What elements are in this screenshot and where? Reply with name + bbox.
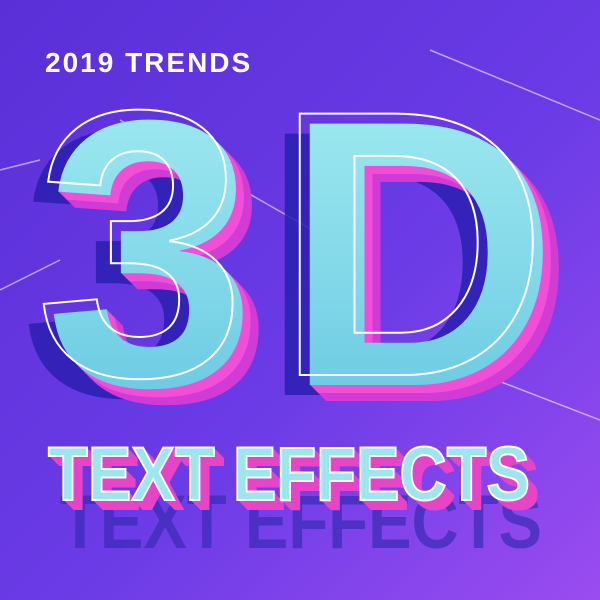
headline-extrusion: 3D — [52, 48, 594, 473]
headline-extrusion: 3D — [58, 54, 600, 479]
headline-face: 3D — [45, 41, 587, 466]
decor-line — [469, 369, 600, 421]
headline-extrusion: 3D — [47, 43, 589, 468]
decor-line — [0, 259, 61, 291]
headline-extrusion: 3D — [53, 49, 595, 474]
headline-extrusion: 3D — [61, 57, 600, 482]
headline-extrusion: 3D — [49, 45, 591, 470]
tagline-extrusion: TEXT EFFECTS — [53, 437, 535, 522]
headline-extrusion: 3D — [54, 50, 596, 475]
headline-extrusion: 3D — [57, 53, 599, 478]
headline-extrusion: 3D — [60, 56, 600, 481]
headline-extrusion: 3D — [56, 52, 598, 477]
decor-line — [0, 159, 41, 171]
tagline-extrusion: TEXT EFFECTS — [55, 439, 537, 524]
tagline-extrusion: TEXT EFFECTS — [52, 436, 534, 521]
tagline-extrusion: TEXT EFFECTS — [56, 440, 538, 525]
decor-line — [429, 49, 600, 121]
headline-extrusion: 3D — [51, 47, 593, 472]
tagline-extrusion: TEXT EFFECTS — [49, 433, 531, 518]
tagline-extrusion: TEXT EFFECTS — [54, 438, 536, 523]
tagline-extrusion: TEXT EFFECTS — [58, 442, 540, 527]
subtitle: 2019 TRENDS — [45, 47, 252, 78]
headline-shadow: 3D — [20, 51, 562, 476]
headline-extrusion: 3D — [46, 42, 588, 467]
tagline-extrusion: TEXT EFFECTS — [51, 435, 533, 520]
decor-lines — [0, 49, 600, 421]
headline-extrusion: 3D — [50, 46, 592, 471]
tagline-extrusion: TEXT EFFECTS — [57, 441, 539, 526]
headline-extrusion: 3D — [55, 51, 597, 476]
headline-extrusion: 3D — [48, 44, 590, 469]
tagline-extrusion: TEXT EFFECTS — [50, 434, 532, 519]
headline-extrusion: 3D — [59, 55, 600, 480]
tagline-face: TEXT EFFECTS — [48, 432, 530, 517]
headline-outline: 3D — [35, 31, 577, 456]
tagline-reflection: TEXT EFFECTS — [60, 480, 542, 565]
decor-line — [119, 119, 331, 241]
